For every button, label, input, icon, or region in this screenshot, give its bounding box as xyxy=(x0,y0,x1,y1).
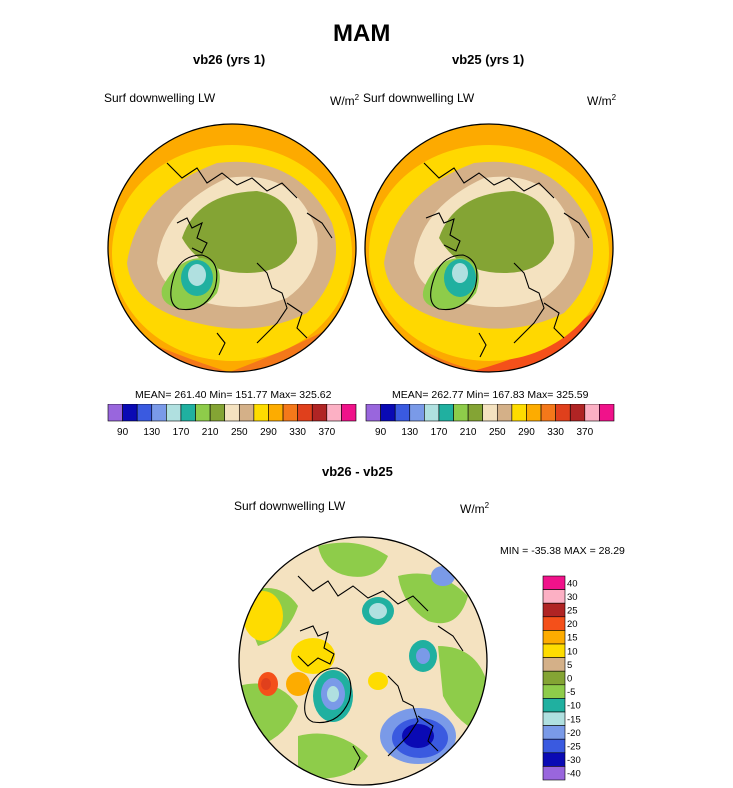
panel3-colorbar-swatch xyxy=(542,684,566,699)
panel2-colorbar-swatch xyxy=(496,404,513,422)
panel2-colorbar-swatch xyxy=(526,404,542,422)
panel3-colorbar-tick-label: -25 xyxy=(567,742,581,753)
panel2-colorbar-tick-label: 210 xyxy=(460,427,477,438)
panel1-colorbar-swatch xyxy=(136,404,153,422)
panel2-colorbar-swatch xyxy=(453,404,469,422)
panel3-colorbar-tick-label: 0 xyxy=(567,674,572,685)
panel3-stats: MIN = -35.38 MAX = 28.29 xyxy=(500,545,625,557)
panel1-title: vb26 (yrs 1) xyxy=(193,52,266,67)
panel1-colorbar-swatch xyxy=(282,404,298,422)
panel1-polar-map xyxy=(107,123,357,373)
panel1-colorbar-swatch xyxy=(180,404,196,422)
panel3-colorbar-tick-label: 25 xyxy=(567,606,578,617)
panel2-colorbar-swatch xyxy=(424,404,440,422)
panel1-stats: MEAN= 261.40 Min= 151.77 Max= 325.62 xyxy=(135,389,332,401)
panel1-colorbar: 90 130 170 210 250 290 330 370 xyxy=(107,404,357,438)
panel3-colorbar-tick-label: -15 xyxy=(567,714,581,725)
panel2-colorbar-tick-label: 90 xyxy=(375,427,387,438)
panel2-colorbar-swatch xyxy=(409,404,425,422)
panel3-colorbar-swatch xyxy=(542,602,566,618)
panel3-colorbar-swatch xyxy=(542,657,566,672)
panel2-polar-map xyxy=(364,123,614,373)
panel3-colorbar-swatch xyxy=(542,711,566,726)
panel3-colorbar-tick-label: -30 xyxy=(567,755,581,766)
panel3-colorbar-swatch xyxy=(542,589,566,604)
panel1-colorbar-tick-label: 90 xyxy=(117,427,129,438)
panel3-colorbar-tick-label: 10 xyxy=(567,646,578,657)
panel3-colorbar-tick-label: -20 xyxy=(567,728,581,739)
panel3-colorbar-tick-label: -40 xyxy=(567,769,581,780)
panel2-colorbar-tick-label: 250 xyxy=(489,427,506,438)
panel1-colorbar-swatch xyxy=(107,404,123,422)
panel3-colorbar-tick-label: 15 xyxy=(567,633,578,644)
panel3-polar-map xyxy=(238,536,488,786)
panel2-units: W/m2 xyxy=(587,93,617,108)
panel1-colorbar-swatch xyxy=(297,404,313,422)
panel2-colorbar-swatch xyxy=(540,404,556,422)
panel1-colorbar-swatch xyxy=(253,404,269,422)
panel3-colorbar-swatch xyxy=(542,766,566,781)
panel3-units: W/m2 xyxy=(460,501,490,516)
panel1-colorbar-swatch xyxy=(122,404,138,422)
panel1-colorbar-swatch xyxy=(268,404,284,422)
panel3-colorbar-swatch xyxy=(542,752,566,767)
panel2-colorbar-swatch xyxy=(365,404,381,422)
panel2-stats: MEAN= 262.77 Min= 167.83 Max= 325.59 xyxy=(392,389,589,401)
panel3-colorbar-tick-label: -5 xyxy=(567,687,575,698)
panel3-colorbar-tick-label: -10 xyxy=(567,701,581,712)
panel2-colorbar-swatch xyxy=(394,404,411,422)
panel2-colorbar-tick-label: 290 xyxy=(518,427,535,438)
page-title: MAM xyxy=(333,20,391,47)
panel1-colorbar-swatch xyxy=(311,404,328,422)
panel3-colorbar-swatch xyxy=(542,670,566,686)
panel3-colorbar-swatch xyxy=(542,616,566,631)
panel3-colorbar-tick-label: 30 xyxy=(567,592,578,603)
panel2-colorbar-swatch xyxy=(569,404,586,422)
panel1-colorbar-tick-label: 290 xyxy=(260,427,277,438)
panel1-units: W/m2 xyxy=(330,93,360,108)
panel3-colorbar-swatch xyxy=(542,698,566,713)
panel1-colorbar-swatch xyxy=(166,404,182,422)
panel2-colorbar-swatch xyxy=(599,404,615,422)
panel3-colorbar-swatch xyxy=(542,725,566,740)
panel3-title: vb26 - vb25 xyxy=(322,464,393,479)
panel3-colorbar-swatch xyxy=(542,738,566,754)
panel3-colorbar-tick-label: 20 xyxy=(567,619,578,630)
panel3-colorbar: 40 30 25 20 15 10 5 0 -5 -10 -15 -20 -25 -30 -40 xyxy=(542,575,581,781)
panel1-colorbar-swatch xyxy=(209,404,226,422)
panel1-colorbar-swatch xyxy=(224,404,240,422)
panel1-colorbar-tick-label: 330 xyxy=(289,427,306,438)
panel2-colorbar: 90 130 170 210 250 290 330 370 xyxy=(365,404,615,438)
panel3-colorbar-swatch xyxy=(542,630,566,645)
panel1-colorbar-swatch xyxy=(151,404,167,422)
panel3-colorbar-swatch xyxy=(542,643,566,658)
panel1-colorbar-swatch xyxy=(238,404,255,422)
panel1-colorbar-tick-label: 170 xyxy=(173,427,190,438)
panel1-colorbar-swatch xyxy=(326,404,342,422)
panel1-colorbar-swatch xyxy=(195,404,211,422)
panel1-variable-label: Surf downwelling LW xyxy=(104,91,216,105)
panel2-colorbar-swatch xyxy=(380,404,396,422)
panel2-colorbar-swatch xyxy=(482,404,498,422)
panel2-colorbar-swatch xyxy=(511,404,527,422)
panel3-variable-label: Surf downwelling LW xyxy=(234,499,346,513)
panel1-colorbar-swatch xyxy=(341,404,357,422)
panel1-colorbar-tick-label: 370 xyxy=(318,427,335,438)
panel2-variable-label: Surf downwelling LW xyxy=(363,91,475,105)
panel2-colorbar-swatch xyxy=(438,404,454,422)
panel3-colorbar-tick-label: 5 xyxy=(567,660,572,671)
panel2-colorbar-tick-label: 130 xyxy=(401,427,418,438)
panel2-colorbar-swatch xyxy=(584,404,600,422)
panel2-colorbar-swatch xyxy=(555,404,571,422)
panel1-colorbar-tick-label: 250 xyxy=(231,427,248,438)
panel3-colorbar-tick-label: 40 xyxy=(567,578,578,589)
panel1-colorbar-tick-label: 210 xyxy=(202,427,219,438)
panel2-title: vb25 (yrs 1) xyxy=(452,52,525,67)
panel2-colorbar-tick-label: 170 xyxy=(431,427,448,438)
panel3-colorbar-swatch xyxy=(542,575,566,590)
panel2-colorbar-tick-label: 370 xyxy=(576,427,593,438)
panel2-colorbar-swatch xyxy=(467,404,484,422)
panel1-colorbar-tick-label: 130 xyxy=(143,427,160,438)
panel2-colorbar-tick-label: 330 xyxy=(547,427,564,438)
